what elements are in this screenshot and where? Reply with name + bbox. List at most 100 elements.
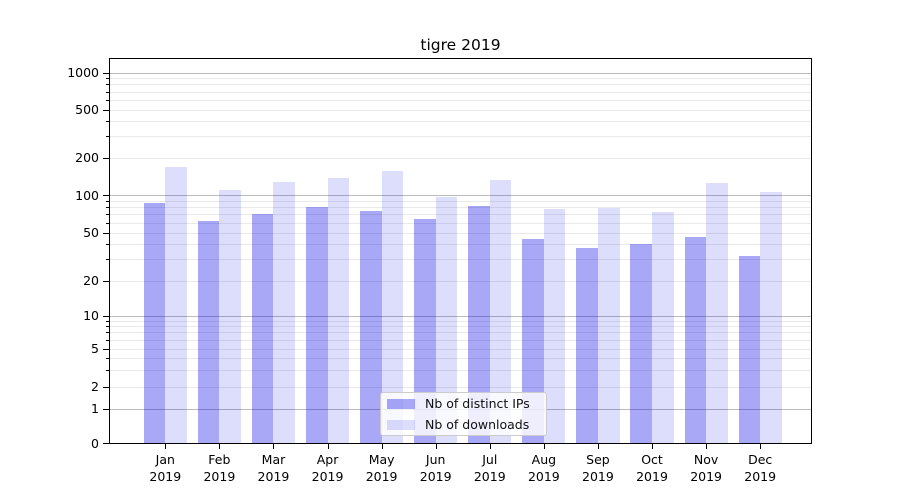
x-tick-mark xyxy=(543,444,545,449)
gridline-minor xyxy=(110,222,811,224)
y-tick-label: 2 xyxy=(91,379,99,394)
gridline-minor xyxy=(110,84,811,86)
y-tick-label: 1 xyxy=(91,401,99,416)
x-tick-year: 2019 xyxy=(365,468,398,484)
x-tick-month: Aug xyxy=(531,452,557,467)
bar-downloads xyxy=(165,166,187,443)
y-minor-tick-mark xyxy=(105,326,109,328)
gridline-minor xyxy=(110,232,811,234)
x-tick-month: May xyxy=(368,452,395,467)
gridline-minor xyxy=(110,109,811,111)
chart-title: tigre 2019 xyxy=(420,36,501,54)
x-tick-label: Jan 2019 xyxy=(138,452,192,485)
x-tick-month: Nov xyxy=(693,452,719,467)
y-tick-mark xyxy=(103,315,109,317)
legend-label: Nb of distinct IPs xyxy=(425,396,530,411)
y-minor-tick-mark xyxy=(105,259,109,261)
y-minor-tick-mark xyxy=(105,348,109,350)
x-tick-mark xyxy=(760,444,762,449)
gridline-minor xyxy=(110,386,811,388)
gridline-minor xyxy=(110,214,811,216)
x-tick-month: Apr xyxy=(316,452,339,467)
x-tick-year: 2019 xyxy=(473,468,506,484)
y-minor-tick-mark xyxy=(105,157,109,159)
y-minor-tick-mark xyxy=(105,244,109,246)
bar-distinct-ips xyxy=(684,236,707,443)
gridline-minor xyxy=(110,157,811,159)
y-minor-tick-mark xyxy=(105,121,109,123)
gridline-minor xyxy=(110,357,811,359)
plot-area xyxy=(109,58,812,444)
x-tick-month: Sep xyxy=(586,452,610,467)
x-tick-mark xyxy=(219,444,221,449)
x-tick-label: Apr 2019 xyxy=(301,452,355,485)
x-tick-label: Aug 2019 xyxy=(517,452,571,485)
bar-distinct-ips xyxy=(251,213,274,443)
x-tick-year: 2019 xyxy=(149,468,182,484)
gridline-minor xyxy=(110,320,811,322)
bar-distinct-ips xyxy=(468,205,490,443)
gridline-minor xyxy=(110,207,811,209)
y-minor-tick-mark xyxy=(105,232,109,234)
x-tick-label: Sep 2019 xyxy=(571,452,625,485)
bar-downloads xyxy=(652,212,674,443)
x-tick-label: Dec 2019 xyxy=(733,452,787,485)
x-tick-month: Mar xyxy=(261,452,286,467)
x-tick-mark xyxy=(597,444,599,449)
bar-distinct-ips xyxy=(360,211,382,443)
x-tick-label: Nov 2019 xyxy=(679,452,733,485)
bar-downloads xyxy=(381,170,404,443)
legend-item-downloads: Nb of downloads xyxy=(381,414,546,435)
y-minor-tick-mark xyxy=(105,280,109,282)
bar-distinct-ips xyxy=(738,255,761,443)
legend-swatch-distinct-ips xyxy=(387,398,415,409)
gridline-major xyxy=(110,72,811,74)
bar-downloads xyxy=(760,192,782,443)
y-minor-tick-mark xyxy=(105,339,109,341)
legend-label: Nb of downloads xyxy=(425,417,530,432)
y-minor-tick-mark xyxy=(105,200,109,202)
gridline-minor xyxy=(110,369,811,371)
x-tick-label: Mar 2019 xyxy=(246,452,300,485)
gridline-minor xyxy=(110,348,811,350)
bar-downloads xyxy=(706,182,728,443)
x-tick-month: Jun xyxy=(425,452,446,467)
y-tick-label: 0 xyxy=(91,435,99,451)
bar-distinct-ips xyxy=(414,219,436,443)
bar-downloads xyxy=(597,208,620,443)
gridline-major xyxy=(110,315,811,317)
bar-distinct-ips xyxy=(576,248,598,443)
x-tick-mark xyxy=(435,444,437,449)
y-minor-tick-mark xyxy=(105,214,109,216)
y-minor-tick-mark xyxy=(105,222,109,224)
x-tick-year: 2019 xyxy=(311,468,344,484)
y-tick-mark xyxy=(103,195,109,196)
y-minor-tick-mark xyxy=(105,91,109,93)
x-tick-year: 2019 xyxy=(636,468,668,484)
legend: Nb of distinct IPs Nb of downloads xyxy=(380,392,547,436)
y-minor-tick-mark xyxy=(105,84,109,86)
gridline-minor xyxy=(110,280,811,282)
y-tick-label: 20 xyxy=(83,273,99,288)
y-minor-tick-mark xyxy=(105,99,109,101)
x-tick-mark xyxy=(327,444,329,449)
x-tick-year: 2019 xyxy=(419,468,452,484)
gridline-minor xyxy=(110,332,811,334)
y-minor-tick-mark xyxy=(105,320,109,322)
x-tick-label: Jun 2019 xyxy=(409,452,463,485)
gridline-minor xyxy=(110,78,811,80)
bar-downloads xyxy=(327,177,350,443)
bar-downloads xyxy=(273,181,296,443)
y-minor-tick-mark xyxy=(105,357,109,359)
y-tick-label: 100 xyxy=(75,187,99,203)
x-tick-mark xyxy=(381,444,383,449)
legend-swatch-downloads xyxy=(387,419,415,430)
bar-downloads xyxy=(435,196,458,443)
y-tick-mark xyxy=(103,408,109,410)
bar-distinct-ips xyxy=(305,207,328,443)
bar-downloads xyxy=(489,179,512,443)
bar-distinct-ips xyxy=(197,220,220,443)
gridline-minor xyxy=(110,91,811,93)
x-tick-label: May 2019 xyxy=(355,452,409,485)
